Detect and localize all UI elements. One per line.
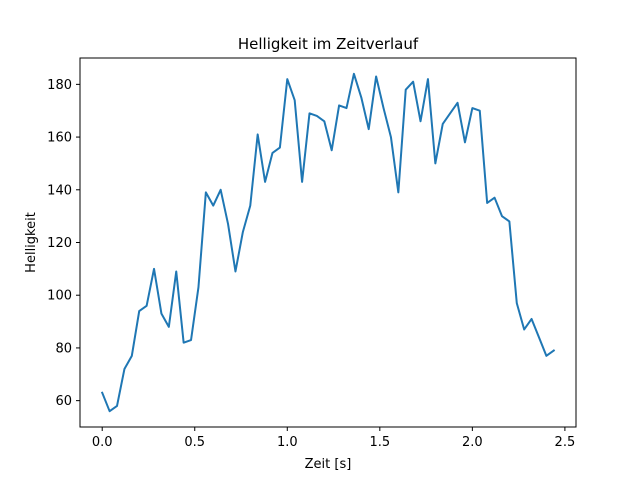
y-tick-label: 60 bbox=[55, 394, 72, 409]
x-axis: 0.0 0.5 1.0 1.5 2.0 2.5 bbox=[92, 427, 575, 450]
x-tick-label: 2.5 bbox=[555, 435, 576, 450]
y-tick-label: 140 bbox=[47, 183, 72, 198]
axes-frame bbox=[79, 57, 577, 428]
x-tick-label: 1.0 bbox=[277, 435, 298, 450]
x-axis-label: Zeit [s] bbox=[305, 457, 352, 472]
x-tick-label: 0.0 bbox=[92, 435, 113, 450]
series-layer bbox=[100, 72, 556, 413]
y-tick-label: 120 bbox=[47, 236, 72, 251]
y-tick-label: 160 bbox=[47, 131, 72, 146]
x-tick-label: 2.0 bbox=[462, 435, 483, 450]
x-tick-label: 1.5 bbox=[369, 435, 390, 450]
y-axis-label: Helligkeit bbox=[24, 212, 39, 273]
x-tick-label: 0.5 bbox=[184, 435, 205, 450]
y-tick-label: 180 bbox=[47, 78, 72, 93]
y-axis: 60 80 100 120 140 160 180 bbox=[47, 78, 80, 409]
y-tick-label: 80 bbox=[55, 341, 72, 356]
y-tick-label: 100 bbox=[47, 289, 72, 304]
chart-title: Helligkeit im Zeitverlauf bbox=[238, 35, 419, 53]
series-line-0 bbox=[100, 72, 556, 413]
